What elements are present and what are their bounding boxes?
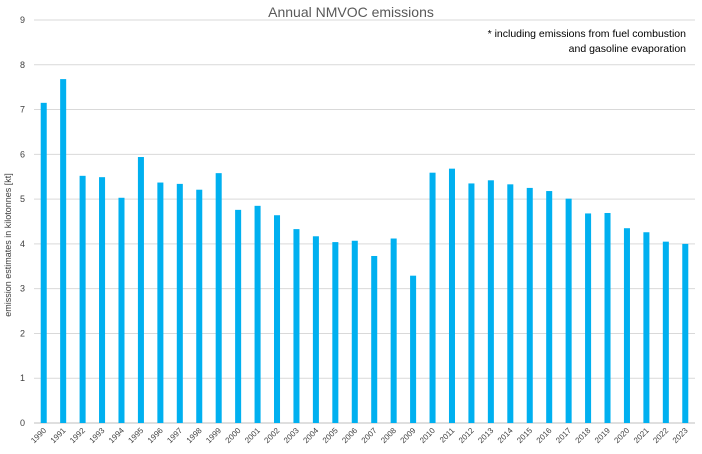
x-tick-label: 2013 (476, 426, 495, 445)
y-tick-label: 0 (20, 418, 25, 428)
x-tick-label: 1996 (146, 426, 165, 445)
x-tick-label: 1994 (107, 426, 126, 445)
x-tick-label: 2014 (496, 426, 515, 445)
y-tick-label: 1 (20, 373, 25, 383)
bar-2011 (448, 168, 455, 423)
x-tick-label: 2018 (574, 426, 593, 445)
bar-2015 (526, 187, 533, 423)
x-tick-label: 2017 (554, 426, 573, 445)
x-tick-label: 2000 (224, 426, 243, 445)
x-tick-label: 2015 (515, 426, 534, 445)
bar-2019 (604, 212, 611, 423)
bar-1999 (215, 173, 222, 423)
bar-2000 (235, 209, 242, 423)
bar-1994 (118, 197, 125, 423)
bar-2006 (351, 240, 358, 423)
x-tick-label: 2006 (340, 426, 359, 445)
bar-2016 (546, 191, 553, 423)
bar-2005 (332, 242, 339, 423)
x-tick-label: 1995 (126, 426, 145, 445)
y-tick-label: 9 (20, 15, 25, 25)
bar-2010 (429, 172, 436, 423)
y-tick-label: 4 (20, 239, 25, 249)
x-tick-label: 2010 (418, 426, 437, 445)
bar-2004 (312, 236, 319, 423)
x-tick-label: 2005 (321, 426, 340, 445)
x-tick-label: 1991 (49, 426, 68, 445)
x-tick-label: 2022 (651, 426, 670, 445)
x-tick-label: 2020 (612, 426, 631, 445)
x-tick-label: 1993 (88, 426, 107, 445)
x-tick-label: 2004 (301, 426, 320, 445)
bar-2022 (662, 241, 669, 423)
bar-2012 (468, 183, 475, 423)
x-tick-labels: 1990 1991 1992 1993 1994 1995 1996 1997 1998 1999… (29, 426, 690, 445)
annotation-line-2: and gasoline evaporation (569, 43, 687, 55)
x-tick-label: 2011 (438, 426, 457, 445)
bar-2023 (682, 243, 689, 423)
bars (40, 79, 689, 424)
x-tick-label: 2019 (593, 426, 612, 445)
bar-2017 (565, 198, 572, 423)
annotation-line-1: * including emissions from fuel combusti… (488, 28, 687, 40)
y-tick-labels: 0 1 2 3 4 5 6 7 8 9 (20, 15, 25, 428)
bar-1993 (99, 177, 106, 423)
x-tick-label: 1992 (68, 426, 87, 445)
x-tick-label: 2009 (399, 426, 418, 445)
bar-2007 (371, 255, 378, 423)
y-tick-label: 6 (20, 149, 25, 159)
bar-1996 (157, 182, 164, 423)
x-tick-label: 2008 (379, 426, 398, 445)
bar-1992 (79, 175, 86, 423)
x-tick-label: 2021 (632, 426, 651, 445)
bar-2002 (274, 215, 281, 423)
bar-2020 (623, 228, 630, 423)
y-tick-label: 2 (20, 328, 25, 338)
x-tick-label: 2016 (535, 426, 554, 445)
y-axis-label: emission estimates in kilotonnes [kt] (3, 173, 13, 317)
bar-1995 (137, 157, 144, 423)
x-tick-label: 2023 (671, 426, 690, 445)
x-tick-label: 1997 (165, 426, 184, 445)
bar-1990 (40, 102, 47, 423)
x-tick-label: 2003 (282, 426, 301, 445)
bar-1991 (60, 79, 67, 424)
x-tick-label: 1999 (204, 426, 223, 445)
y-tick-label: 3 (20, 284, 25, 294)
x-tick-label: 2002 (262, 426, 281, 445)
bar-1997 (176, 183, 183, 423)
bar-2001 (254, 205, 261, 423)
bar-2014 (507, 184, 514, 423)
x-tick-label: 1990 (29, 426, 48, 445)
bar-2009 (410, 275, 417, 423)
x-tick-label: 2012 (457, 426, 476, 445)
gridlines (34, 19, 695, 424)
bar-2008 (390, 238, 397, 423)
bar-2003 (293, 229, 300, 423)
bar-2021 (643, 232, 650, 423)
y-tick-label: 7 (20, 105, 25, 115)
bar-2013 (487, 180, 494, 423)
bar-2018 (585, 213, 592, 423)
bar-1998 (196, 189, 203, 423)
y-tick-label: 5 (20, 194, 25, 204)
x-tick-label: 1998 (185, 426, 204, 445)
x-tick-label: 2001 (243, 426, 262, 445)
x-tick-label: 2007 (360, 426, 379, 445)
chart-title: Annual NMVOC emissions (268, 4, 434, 20)
y-tick-label: 8 (20, 60, 25, 70)
